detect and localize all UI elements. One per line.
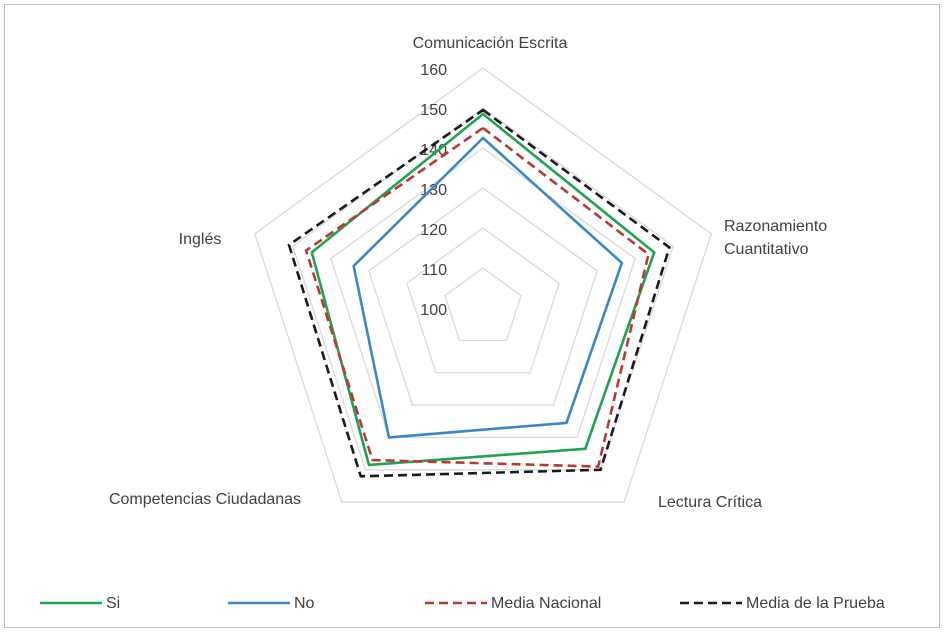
tick-label: 140 bbox=[420, 142, 447, 159]
grid-line bbox=[253, 67, 713, 503]
tick-label: 110 bbox=[421, 262, 447, 279]
series-line bbox=[287, 108, 671, 478]
legend-label: No bbox=[294, 595, 315, 612]
legend-label: Media de la Prueba bbox=[746, 595, 885, 612]
series-line bbox=[352, 136, 624, 439]
tick-label: 100 bbox=[420, 302, 447, 319]
tick-label: 160 bbox=[420, 62, 447, 79]
tick-label: 120 bbox=[420, 222, 447, 239]
tick-label: 150 bbox=[420, 102, 447, 119]
series-line bbox=[304, 126, 650, 468]
axis-label: Comunicación Escrita bbox=[412, 35, 568, 52]
axis-label: Razonamiento Cuantitativo bbox=[724, 218, 828, 258]
grid-line bbox=[292, 107, 674, 471]
grid-line bbox=[406, 227, 560, 374]
legend-label: Media Nacional bbox=[491, 595, 601, 612]
axis-label: Competencias Ciudadanas bbox=[108, 491, 302, 508]
series-line bbox=[310, 112, 656, 467]
grid-line bbox=[330, 147, 636, 439]
chart-border bbox=[4, 4, 940, 628]
legend-label: Si bbox=[106, 595, 120, 612]
grid-line bbox=[368, 187, 598, 406]
axis-label: Inglés bbox=[178, 231, 222, 248]
axis-label: Lectura Crítica bbox=[657, 494, 763, 511]
grid-line bbox=[444, 267, 522, 342]
